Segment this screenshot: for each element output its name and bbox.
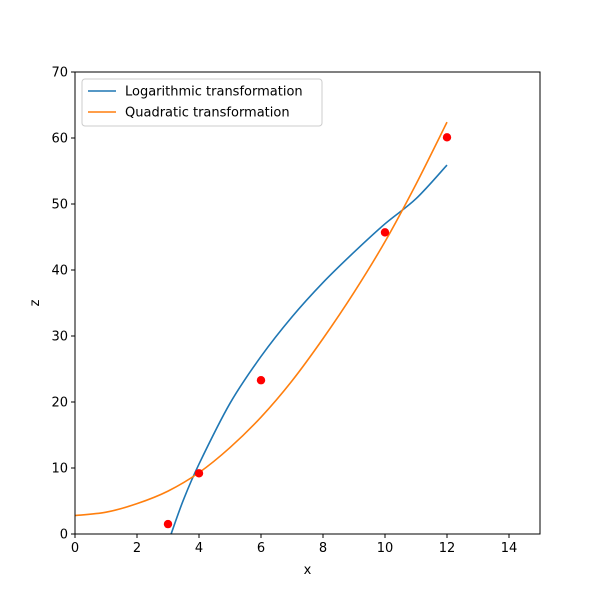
data-point — [194, 469, 204, 478]
axis-ticks: 0 2 4 6 8 10 12 14 0 10 20 30 40 50 60 70 — [51, 66, 517, 557]
legend-label: Quadratic transformation — [125, 106, 290, 121]
data-point — [442, 133, 452, 142]
x-tick-label: 10 — [377, 541, 394, 556]
axes-frame — [74, 71, 541, 535]
x-tick-label: 12 — [439, 541, 456, 556]
y-tick-label: 60 — [51, 132, 68, 147]
x-tick-label: 8 — [319, 541, 327, 556]
y-tick-label: 40 — [51, 264, 68, 279]
data-point — [256, 376, 266, 385]
x-tick-label: 0 — [71, 541, 79, 556]
y-tick-label: 10 — [51, 462, 68, 477]
y-tick-label: 0 — [60, 528, 68, 543]
y-tick-label: 50 — [51, 198, 68, 213]
x-tick-label: 14 — [501, 541, 518, 556]
x-tick-label: 2 — [133, 541, 141, 556]
legend-label: Logarithmic transformation — [125, 85, 303, 100]
x-tick-label: 4 — [195, 541, 203, 556]
y-tick-label: 70 — [51, 66, 68, 81]
legend-box — [81, 78, 323, 127]
y-tick-label: 20 — [51, 396, 68, 411]
plot-area — [75, 121, 452, 534]
legend: Logarithmic transformation Quadratic tran… — [81, 78, 323, 127]
y-axis-label: z — [28, 299, 43, 306]
series-line-quadratic — [75, 121, 448, 517]
y-tick-label: 30 — [51, 330, 68, 345]
data-point — [163, 519, 173, 529]
x-tick-label: 6 — [257, 541, 265, 556]
data-point — [380, 228, 390, 237]
x-axis-label: x — [304, 563, 312, 578]
